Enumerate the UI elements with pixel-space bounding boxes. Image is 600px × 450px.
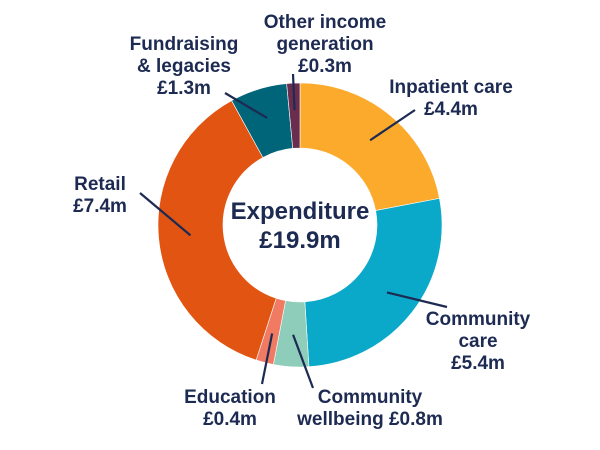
label-inpatient-care-value: £4.4m [424, 99, 478, 120]
label-community-wellbeing-name-line2: wellbeing £0.8m [296, 409, 443, 430]
label-education-name: Education [184, 387, 276, 408]
label-retail-name: Retail [74, 174, 126, 195]
center-total: £19.9m [259, 227, 340, 254]
donut-segment-inpatient-care [299, 82, 440, 211]
label-other-income-name-line1: Other income [264, 12, 386, 33]
label-other-income-name-line2: generation [276, 34, 373, 55]
label-retail-value: £7.4m [73, 196, 127, 217]
label-education-value: £0.4m [203, 409, 257, 430]
leader-line-community-wellbeing [292, 334, 315, 389]
leader-line-inpatient-care [369, 109, 416, 142]
leader-line-retail [139, 192, 192, 237]
leader-line-other-income-generation [291, 73, 296, 111]
donut-segment-community-care [304, 198, 443, 368]
label-fundraising: Fundraising & legacies £1.3m [130, 34, 239, 99]
donut-segments [157, 82, 443, 368]
label-inpatient-care: Inpatient care £4.4m [389, 77, 513, 120]
leader-line-fundraising-and-legacies [224, 92, 268, 119]
label-inpatient-care-name: Inpatient care [389, 77, 513, 98]
leader-line-education [260, 333, 274, 385]
label-fundraising-name-line2: & legacies [137, 56, 231, 77]
label-community-care: Community care £5.4m [426, 309, 531, 374]
label-community-wellbeing-name-line1: Community [318, 387, 423, 408]
donut-segment-retail [157, 100, 277, 361]
label-community-care-name-line1: Community [426, 309, 531, 330]
leader-line-community-care [386, 291, 448, 309]
label-fundraising-name-line1: Fundraising [130, 34, 239, 55]
label-fundraising-value: £1.3m [157, 78, 211, 99]
leader-lines [139, 73, 448, 389]
label-community-wellbeing: Community wellbeing £0.8m [296, 387, 443, 430]
label-retail: Retail £7.4m [73, 174, 127, 217]
label-community-care-name-line2: care [458, 331, 497, 352]
label-community-care-value: £5.4m [451, 353, 505, 374]
donut-segment-other-income-generation [286, 82, 301, 149]
label-other-income-value: £0.3m [298, 56, 352, 77]
label-education: Education £0.4m [184, 387, 276, 430]
label-other-income: Other income generation £0.3m [264, 12, 386, 77]
center-title: Expenditure [231, 198, 370, 225]
